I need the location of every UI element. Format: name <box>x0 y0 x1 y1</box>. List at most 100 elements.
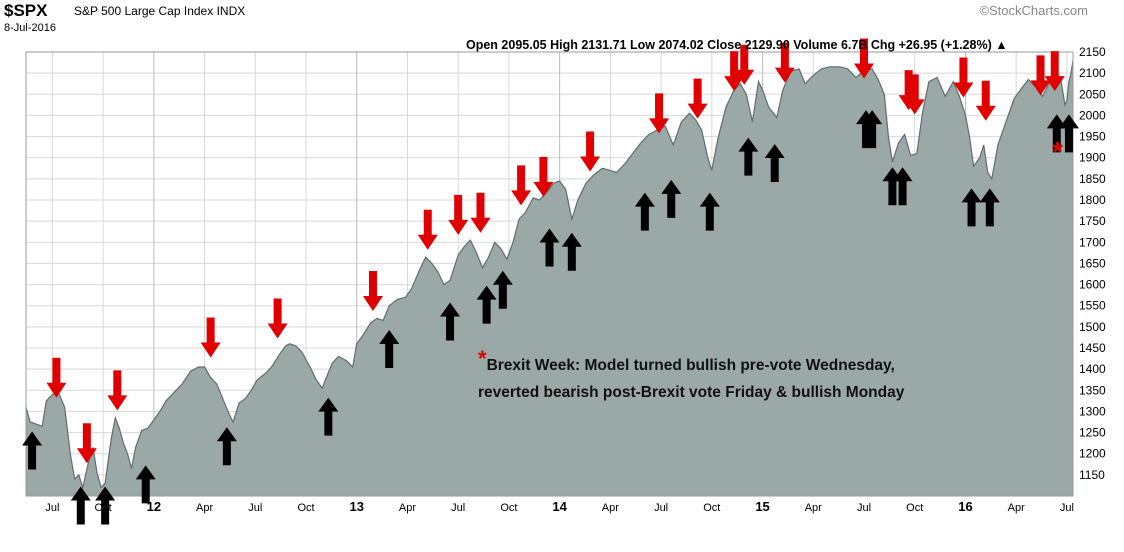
sell-signal-arrow <box>470 192 491 233</box>
x-tick-label: Apr <box>196 502 213 514</box>
buy-signal-arrow <box>539 228 560 267</box>
sell-signal-arrow <box>904 74 925 115</box>
plot-border <box>25 51 1074 497</box>
buy-signal-arrow <box>764 143 785 182</box>
y-tick-label: 1700 <box>1079 235 1106 249</box>
sell-signal-arrow <box>687 78 708 119</box>
x-tick-label: Oct <box>906 502 923 514</box>
x-tick-label: Jul <box>248 502 262 514</box>
buy-signal-arrow <box>70 486 91 525</box>
index-name-line: S&P 500 Large Cap Index INDX <box>74 4 245 18</box>
sell-signal-arrow <box>76 423 97 464</box>
sell-signal-arrow <box>953 57 974 98</box>
sell-signal-arrow <box>580 131 601 172</box>
sell-signal-arrow <box>511 165 532 206</box>
sell-signal-arrow <box>200 317 221 358</box>
x-tick-label: 12 <box>147 499 161 514</box>
y-tick-label: 2150 <box>1079 45 1106 59</box>
buy-signal-arrow <box>440 302 461 341</box>
y-tick-label: 1850 <box>1079 172 1106 186</box>
sell-signal-arrow <box>649 93 670 134</box>
y-tick-label: 1650 <box>1079 256 1106 270</box>
sell-signal-arrow <box>1030 55 1051 96</box>
price-area <box>26 60 1073 496</box>
annotation-star: * <box>478 346 487 371</box>
sell-signal-arrow <box>1044 51 1065 92</box>
buy-signal-arrow <box>318 397 339 436</box>
buy-signal-arrow <box>492 270 513 309</box>
ticker-symbol: $SPX <box>4 1 48 20</box>
buy-signal-arrow <box>216 427 237 466</box>
y-tick-label: 1600 <box>1079 278 1106 292</box>
buy-signal-arrow <box>892 167 913 206</box>
buy-signal-arrow <box>699 192 720 231</box>
x-tick-label: Jul <box>1060 502 1074 514</box>
buy-signal-arrow <box>738 137 759 176</box>
y-tick-label: 1250 <box>1079 426 1106 440</box>
brexit-star-marker: * <box>1052 136 1063 167</box>
annotation-text-2: reverted bearish post-Brexit vote Friday… <box>478 384 905 401</box>
y-tick-label: 1450 <box>1079 341 1106 355</box>
buy-signal-arrow <box>135 465 156 504</box>
buy-signal-arrow <box>476 285 497 324</box>
y-tick-label: 1550 <box>1079 299 1106 313</box>
sell-signal-arrow <box>267 298 288 339</box>
annotation-text-1: Brexit Week: Model turned bullish pre-vo… <box>486 357 895 374</box>
x-tick-label: Jul <box>654 502 668 514</box>
price-line <box>25 60 1074 490</box>
x-tick-label: Oct <box>297 502 314 514</box>
sell-signal-arrow <box>975 80 996 121</box>
sell-signal-arrow <box>724 51 745 92</box>
x-tick-label: Apr <box>805 502 822 514</box>
y-tick-label: 1150 <box>1079 468 1105 482</box>
buy-signal-arrow <box>1058 114 1079 153</box>
x-tick-label: 16 <box>958 499 972 514</box>
y-tick-label: 1200 <box>1079 447 1106 461</box>
x-tick-label: Jul <box>45 502 59 514</box>
buy-signal-arrow <box>979 188 1000 227</box>
y-tick-label: 1400 <box>1079 362 1106 376</box>
buy-signal-arrow <box>961 188 982 227</box>
sell-signal-arrow <box>417 209 438 250</box>
y-tick-label: 2000 <box>1079 108 1106 122</box>
sell-signal-arrow <box>362 271 383 312</box>
x-tick-label: Apr <box>602 502 619 514</box>
x-tick-label: Oct <box>703 502 720 514</box>
x-tick-label: Jul <box>451 502 465 514</box>
y-tick-label: 1350 <box>1079 383 1106 397</box>
sell-signal-arrow <box>107 370 128 411</box>
x-tick-label: Oct <box>500 502 517 514</box>
x-tick-label: Jul <box>857 502 871 514</box>
sell-signal-arrow <box>774 42 795 83</box>
y-tick-label: 1800 <box>1079 193 1106 207</box>
x-tick-label: 13 <box>350 499 364 514</box>
x-tick-label: 15 <box>755 499 769 514</box>
y-tick-label: 2100 <box>1079 66 1106 80</box>
y-tick-label: 1900 <box>1079 151 1106 165</box>
ohlc-readout: Open 2095.05 High 2131.71 Low 2074.02 Cl… <box>466 38 1008 52</box>
index-name: S&P 500 Large Cap Index <box>74 4 214 18</box>
x-tick-label: 14 <box>552 499 567 514</box>
chart-date: 8-Jul-2016 <box>4 22 56 34</box>
buy-signal-arrow <box>862 110 883 149</box>
exchange-code: INDX <box>216 4 246 18</box>
buy-signal-arrow <box>561 232 582 271</box>
y-tick-label: 1750 <box>1079 214 1106 228</box>
sell-signal-arrow <box>46 357 67 398</box>
x-tick-label: Apr <box>1008 502 1025 514</box>
sell-signal-arrow <box>734 44 755 85</box>
buy-signal-arrow <box>379 330 400 368</box>
buy-signal-arrow <box>661 179 682 218</box>
y-tick-label: 1950 <box>1079 130 1106 144</box>
buy-signal-arrow <box>22 431 43 470</box>
stockcharts-brand: ©StockCharts.com <box>979 3 1088 18</box>
buy-signal-arrow <box>95 486 116 525</box>
sell-signal-arrow <box>854 38 875 79</box>
sell-signal-arrow <box>533 156 554 197</box>
sell-signal-arrow <box>448 194 469 235</box>
y-tick-label: 1500 <box>1079 320 1106 334</box>
y-tick-label: 1300 <box>1079 404 1106 418</box>
buy-signal-arrow <box>634 192 655 231</box>
annotation-line-1: *Brexit Week: Model turned bullish pre-v… <box>478 348 904 379</box>
